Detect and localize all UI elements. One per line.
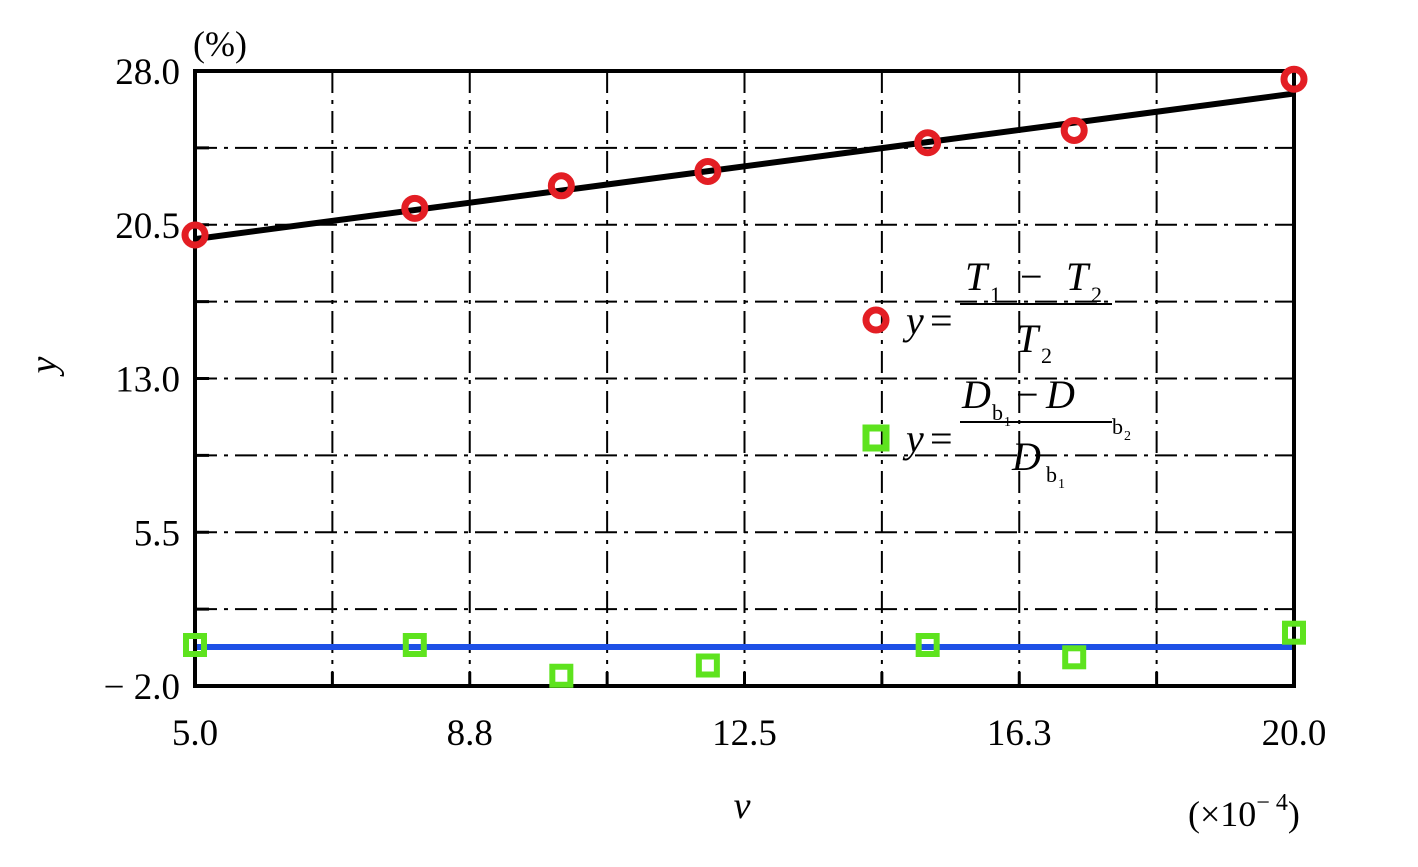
data-point-square	[699, 657, 717, 675]
y-axis-label: y	[23, 356, 65, 377]
legend-marker-circle	[866, 310, 886, 330]
legend-2-num-right-subsub: 2	[1124, 429, 1131, 444]
x-unit-base: (×10	[1188, 794, 1256, 834]
legend-1-num-left: T	[965, 254, 990, 299]
data-point-square	[1065, 648, 1083, 666]
y-tick-label: 28.0	[115, 52, 180, 93]
legend-2-y: y	[902, 416, 924, 461]
grid	[195, 71, 1294, 686]
x-tick-label: 20.0	[1262, 713, 1327, 754]
data-point-circle	[1064, 120, 1084, 140]
y-tick-label: 20.5	[115, 206, 180, 247]
y-tick-label: 13.0	[115, 360, 180, 401]
y-tick-label: − 2.0	[104, 667, 180, 708]
y-unit-label: (%)	[193, 24, 247, 64]
legend-2-den-subsub: 1	[1058, 477, 1065, 492]
legend-1-y: y	[902, 298, 924, 343]
x-axis-label: v	[734, 785, 751, 827]
legend-2-den: D	[1011, 434, 1041, 479]
x-unit-label: (×10− 4)	[1188, 790, 1300, 834]
legend-2-num-left: D	[961, 372, 991, 417]
x-unit-exponent: − 4	[1256, 790, 1288, 816]
data-point-square	[552, 667, 570, 685]
legend-entry-2: y = D b 1 − D b 2 D b 1	[866, 372, 1131, 492]
legend-2-num-right-sub: b	[1112, 414, 1123, 439]
legend-marker-square	[866, 428, 886, 448]
x-tick-label: 5.0	[172, 713, 218, 754]
data-point-circle	[551, 176, 571, 196]
x-tick-label: 12.5	[712, 713, 777, 754]
legend-1-num-right: T	[1066, 254, 1091, 299]
legend-1-minus: −	[1020, 254, 1043, 299]
y-tick-label: 5.5	[134, 513, 180, 554]
legend-entry-1: y = T 1 − T 2 T 2	[866, 254, 1112, 368]
legend-1-den: T	[1016, 316, 1041, 361]
x-unit-close: )	[1288, 794, 1300, 834]
legend-2-eq: =	[930, 416, 953, 461]
legend-2-num-right: D	[1045, 372, 1075, 417]
legend-1-den-sub: 2	[1041, 343, 1052, 368]
x-tick-label: 16.3	[987, 713, 1052, 754]
legend-2-minus: −	[1016, 372, 1039, 417]
x-tick-label: 8.8	[447, 713, 493, 754]
legend-1-eq: =	[930, 298, 953, 343]
legend-2-den-sub: b	[1046, 462, 1057, 487]
